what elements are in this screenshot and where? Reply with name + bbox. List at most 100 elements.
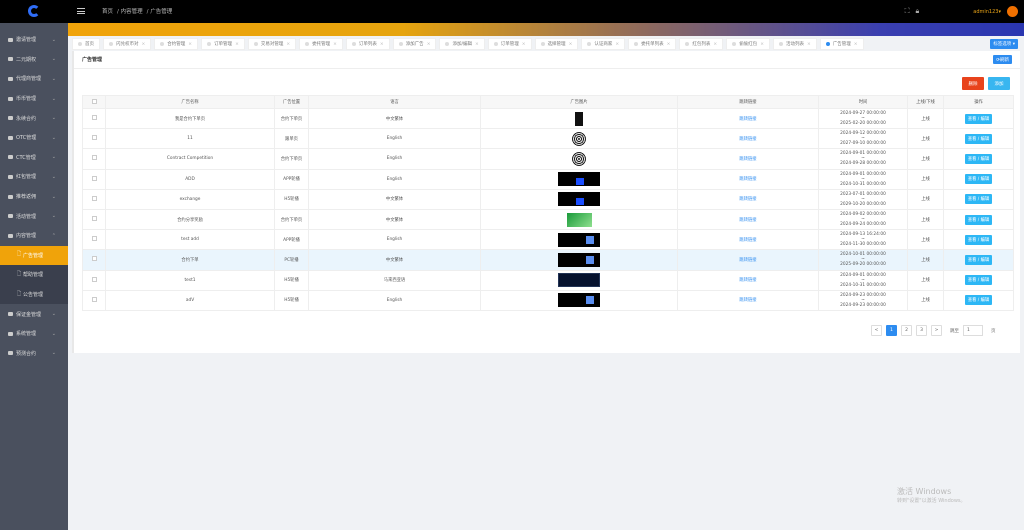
close-icon[interactable]: × <box>568 41 573 47</box>
row-checkbox[interactable] <box>91 296 97 302</box>
close-icon[interactable]: × <box>475 41 479 47</box>
ad-image-thumbnail[interactable] <box>558 192 600 207</box>
row-checkbox[interactable] <box>91 236 97 242</box>
sidebar-item[interactable]: 推荐返佣 ⌄ <box>0 187 68 207</box>
close-icon[interactable]: × <box>188 41 193 47</box>
page-2-button[interactable]: 2 <box>901 325 912 336</box>
view-edit-button[interactable]: 查看 / 编辑 <box>964 214 993 225</box>
view-edit-button[interactable]: 查看 / 编辑 <box>964 275 993 286</box>
ad-link[interactable]: 跳转链接 <box>739 298 757 304</box>
view-edit-button[interactable]: 查看 / 编辑 <box>964 113 993 124</box>
ad-link[interactable]: 跳转链接 <box>739 257 757 263</box>
sidebar-item[interactable]: 二元期权 ⌄ <box>0 50 68 70</box>
sidebar-item[interactable]: 活动管理 ⌄ <box>0 206 68 226</box>
tab[interactable]: 订单管理 × <box>487 38 532 50</box>
sidebar-item[interactable]: 代理商管理 ⌄ <box>0 69 68 89</box>
delete-button[interactable]: 删除 <box>962 77 984 90</box>
row-checkbox[interactable] <box>91 256 97 262</box>
ad-image-thumbnail[interactable] <box>566 212 592 227</box>
close-icon[interactable]: × <box>235 41 239 47</box>
tab[interactable]: 添加/编辑 × <box>439 38 485 50</box>
sidebar-item[interactable]: 🗋︎ 公告管理 <box>0 284 68 305</box>
ad-link[interactable]: 跳转链接 <box>739 177 757 183</box>
row-checkbox[interactable] <box>91 175 97 181</box>
prev-page-button[interactable]: < <box>871 325 882 336</box>
sidebar-item[interactable]: 邀请管理 ⌄ <box>0 30 68 50</box>
tab[interactable]: 广告管理 × <box>819 38 864 50</box>
close-icon[interactable]: × <box>141 41 146 47</box>
ad-link[interactable]: 跳转链接 <box>739 278 757 284</box>
close-icon[interactable]: × <box>666 41 671 47</box>
view-edit-button[interactable]: 查看 / 编辑 <box>964 254 993 265</box>
ad-link[interactable]: 跳转链接 <box>739 116 757 122</box>
close-icon[interactable]: × <box>426 41 431 47</box>
ad-link[interactable]: 跳转链接 <box>739 237 757 243</box>
ad-image-thumbnail[interactable] <box>572 151 586 166</box>
sidebar-item[interactable]: 系统管理 ⌄ <box>0 324 68 344</box>
close-icon[interactable]: × <box>379 41 384 47</box>
view-edit-button[interactable]: 查看 / 编辑 <box>964 153 993 164</box>
sidebar-item[interactable]: 保证金管理 ⌄ <box>0 304 68 324</box>
tab[interactable]: 闪兑权币对 × <box>103 38 152 50</box>
view-edit-button[interactable]: 查看 / 编辑 <box>964 234 993 245</box>
view-edit-button[interactable]: 查看 / 编辑 <box>964 295 993 306</box>
row-checkbox[interactable] <box>91 195 97 201</box>
view-edit-button[interactable]: 查看 / 编辑 <box>964 174 993 185</box>
row-checkbox[interactable] <box>91 276 97 282</box>
row-checkbox[interactable] <box>91 216 97 222</box>
close-icon[interactable]: × <box>521 41 526 47</box>
goto-page-input[interactable]: 1 <box>963 325 983 336</box>
tab[interactable]: 委托管理 × <box>299 38 343 50</box>
ad-image-thumbnail[interactable] <box>558 232 600 247</box>
view-edit-button[interactable]: 查看 / 编辑 <box>964 194 993 205</box>
menu-toggle-icon[interactable] <box>77 8 85 14</box>
page-3-button[interactable]: 3 <box>916 325 927 336</box>
close-icon[interactable]: × <box>286 41 291 47</box>
lock-icon[interactable]: 🔒︎ <box>915 7 920 15</box>
sidebar-item[interactable]: 永续合约 ⌄ <box>0 108 68 128</box>
next-page-button[interactable]: > <box>931 325 942 336</box>
breadcrumb-home[interactable]: 首页 <box>102 9 114 15</box>
view-edit-button[interactable]: 查看 / 编辑 <box>964 133 993 144</box>
select-all-checkbox[interactable] <box>91 98 97 104</box>
close-icon[interactable]: × <box>806 41 811 47</box>
tab[interactable]: 首页 <box>72 38 100 50</box>
tab[interactable]: 红包列表 × <box>679 38 724 50</box>
row-checkbox[interactable] <box>91 115 97 121</box>
sidebar-item[interactable]: 🗋︎ 帮助管理 <box>0 265 68 285</box>
tab[interactable]: 添加广告 × <box>392 38 437 50</box>
tab[interactable]: 订单管理 × <box>201 38 245 50</box>
sidebar-item[interactable]: 红包管理 ⌄ <box>0 167 68 187</box>
ad-image-thumbnail[interactable] <box>558 273 600 288</box>
sidebar-item[interactable]: 预测合约 ⌄ <box>0 344 68 364</box>
tab[interactable]: 合约管理 × <box>154 38 199 50</box>
close-icon[interactable]: × <box>615 41 620 47</box>
tab[interactable]: 订单列表 × <box>345 38 390 50</box>
ad-link[interactable]: 跳转链接 <box>739 136 757 142</box>
page-1-button[interactable]: 1 <box>886 325 897 336</box>
close-icon[interactable]: × <box>713 41 718 47</box>
sidebar-item[interactable]: 🗋︎ 广告管理 <box>0 245 68 266</box>
ad-link[interactable]: 跳转链接 <box>739 156 757 162</box>
tab[interactable]: 委托单列表 × <box>628 38 677 50</box>
ad-link[interactable]: 跳转链接 <box>739 197 757 203</box>
refresh-button[interactable]: ⟳刷新 <box>993 55 1012 64</box>
ad-link[interactable]: 跳转链接 <box>739 217 757 223</box>
tab[interactable]: 交易对管理 × <box>247 38 297 50</box>
tab[interactable]: 活动列表 × <box>772 38 817 50</box>
ad-image-thumbnail[interactable] <box>558 252 600 267</box>
close-icon[interactable]: × <box>760 41 764 47</box>
sidebar-item[interactable]: 币币管理 ⌄ <box>0 89 68 109</box>
avatar[interactable] <box>1007 6 1018 17</box>
tab[interactable]: 选择管理 × <box>534 38 579 50</box>
close-icon[interactable]: × <box>333 41 337 47</box>
add-button[interactable]: 添加 <box>988 77 1010 90</box>
ad-image-thumbnail[interactable] <box>572 131 586 146</box>
sidebar-item[interactable]: CTC管理 ⌄ <box>0 148 68 168</box>
sidebar-item[interactable]: OTC管理 ⌄ <box>0 128 68 148</box>
row-checkbox[interactable] <box>91 135 97 141</box>
close-icon[interactable]: × <box>853 41 858 47</box>
ad-image-thumbnail[interactable] <box>558 172 600 187</box>
sidebar-item[interactable]: 内容管理 ⌃ <box>0 226 68 246</box>
fullscreen-icon[interactable]: ⛶ <box>904 7 910 15</box>
